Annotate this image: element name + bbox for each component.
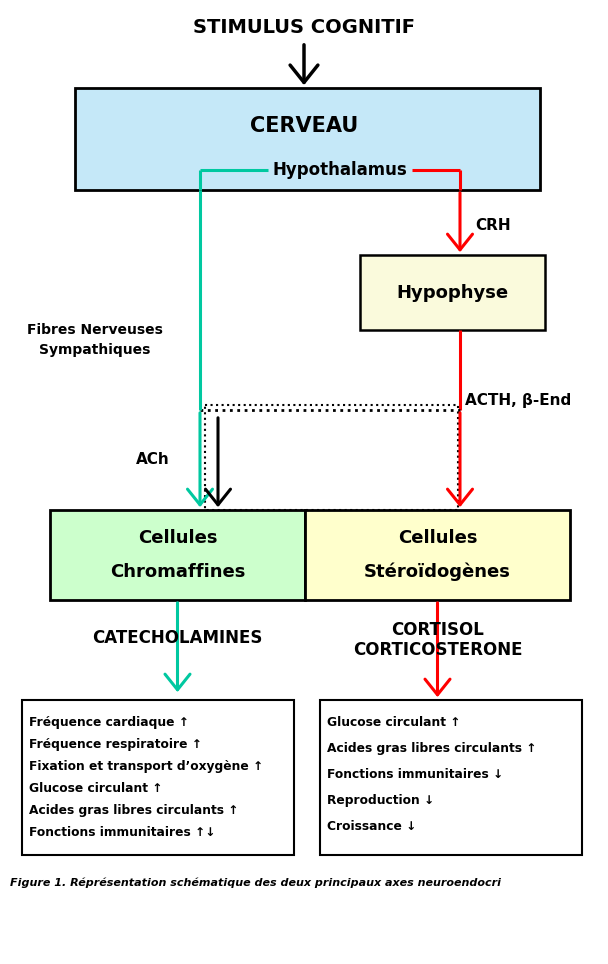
- Bar: [320, 700, 582, 855]
- Text: Glucose circulant ↑: Glucose circulant ↑: [29, 782, 162, 795]
- Text: Hypothalamus: Hypothalamus: [272, 161, 407, 179]
- Text: Cellules: Cellules: [398, 529, 477, 547]
- Text: Figure 1. Réprésentation schématique des deux principaux axes neuroendocri: Figure 1. Réprésentation schématique des…: [10, 878, 501, 889]
- Text: Croissance ↓: Croissance ↓: [327, 820, 416, 833]
- Text: CATECHOLAMINES: CATECHOLAMINES: [92, 629, 263, 647]
- Text: Hypophyse: Hypophyse: [396, 283, 508, 302]
- Text: ACTH, β-End: ACTH, β-End: [465, 392, 572, 408]
- Bar: [205, 405, 458, 510]
- Text: STIMULUS COGNITIF: STIMULUS COGNITIF: [193, 18, 415, 37]
- Text: Fibres Nerveuses
Sympathiques: Fibres Nerveuses Sympathiques: [27, 323, 163, 357]
- Bar: [50, 510, 305, 600]
- Text: Acides gras libres circulants ↑: Acides gras libres circulants ↑: [327, 742, 536, 755]
- Text: Fréquence respiratoire ↑: Fréquence respiratoire ↑: [29, 738, 202, 751]
- Text: CORTICOSTERONE: CORTICOSTERONE: [353, 641, 522, 659]
- Text: Reproduction ↓: Reproduction ↓: [327, 794, 434, 807]
- Bar: [22, 700, 294, 855]
- Text: CORTISOL: CORTISOL: [391, 621, 484, 639]
- Text: Fonctions immunitaires ↑↓: Fonctions immunitaires ↑↓: [29, 826, 215, 839]
- Text: ACh: ACh: [136, 452, 170, 468]
- Text: Fréquence cardiaque ↑: Fréquence cardiaque ↑: [29, 716, 189, 729]
- Text: Fonctions immunitaires ↓: Fonctions immunitaires ↓: [327, 768, 503, 781]
- Bar: [75, 88, 540, 190]
- Text: CERVEAU: CERVEAU: [250, 116, 358, 136]
- Text: Chromaffines: Chromaffines: [110, 563, 245, 581]
- Bar: [305, 510, 570, 600]
- Text: Cellules: Cellules: [138, 529, 217, 547]
- Text: Acides gras libres circulants ↑: Acides gras libres circulants ↑: [29, 804, 238, 817]
- Text: Glucose circulant ↑: Glucose circulant ↑: [327, 716, 460, 729]
- Text: Fixation et transport d’oxygène ↑: Fixation et transport d’oxygène ↑: [29, 760, 263, 773]
- Bar: [360, 255, 545, 330]
- Text: CRH: CRH: [475, 218, 511, 232]
- Text: Stéroïdogènes: Stéroïdogènes: [364, 563, 511, 581]
